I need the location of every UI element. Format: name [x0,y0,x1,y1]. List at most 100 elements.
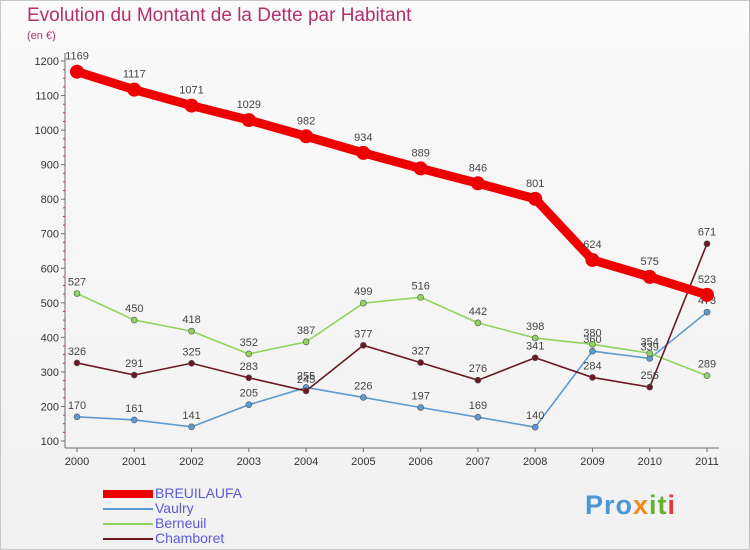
x-tick-label: 2009 [580,456,604,468]
data-point-chamboret [130,371,138,379]
series-line-breuilaufa [72,67,712,300]
data-point-breuilaufa [70,64,84,79]
data-label-vaulry: 140 [526,410,544,422]
legend-swatch [103,490,153,498]
data-point-chamboret [245,374,253,382]
x-tick-label: 2005 [351,456,375,468]
data-label-breuilaufa: 846 [469,162,487,174]
y-tick-label: 500 [41,298,59,310]
x-tick-label: 2000 [65,456,89,468]
x-tick-label: 2002 [179,456,203,468]
data-point-berneuil [188,327,195,335]
y-tick-label: 200 [41,401,59,413]
data-label-chamboret: 284 [583,360,601,372]
data-label-vaulry: 197 [411,390,429,402]
data-point-vaulry [188,423,195,431]
data-point-chamboret [531,354,539,362]
data-label-breuilaufa: 801 [526,178,544,190]
data-label-chamboret: 327 [411,346,429,358]
legend-label: Vaulry [155,500,194,516]
logo-part-2: x [633,490,650,520]
data-label-chamboret: 377 [354,328,372,340]
data-label-chamboret: 276 [469,363,487,375]
data-point-vaulry [245,401,253,409]
data-label-breuilaufa: 1071 [179,85,203,97]
data-point-vaulry [360,394,367,401]
data-point-chamboret [73,359,81,367]
proxiti-logo: Proxiti [585,490,676,521]
data-label-berneuil: 499 [354,286,372,298]
data-point-berneuil [302,338,310,346]
series-line-berneuil [76,292,708,377]
logo-part-1: Pro [585,490,634,520]
data-point-chamboret [589,374,596,381]
data-point-berneuil [646,349,654,357]
data-point-vaulry [531,423,539,431]
data-label-chamboret: 283 [240,361,258,373]
data-point-chamboret [302,387,310,395]
data-point-vaulry [417,404,424,411]
data-point-chamboret [188,359,195,367]
data-label-chamboret: 325 [182,346,200,358]
x-tick-label: 2001 [122,456,146,468]
data-label-breuilaufa: 934 [354,132,372,144]
data-point-breuilaufa [700,287,714,302]
data-point-vaulry [703,308,711,316]
data-label-breuilaufa: 575 [641,256,659,268]
data-point-vaulry [130,416,138,424]
y-tick-label: 400 [41,332,59,344]
x-tick-label: 2006 [408,456,432,468]
chart-subtitle: (en €) [27,30,56,42]
data-point-breuilaufa [299,129,314,144]
x-tick-label: 2004 [294,456,318,468]
y-tick-label: 100 [41,436,59,448]
data-label-vaulry: 161 [125,403,143,415]
x-tick-label: 2003 [237,456,261,468]
data-point-vaulry [589,347,596,355]
data-label-vaulry: 339 [641,341,659,353]
data-label-chamboret: 245 [297,374,315,386]
data-label-chamboret: 291 [125,358,143,370]
data-point-berneuil [130,316,138,324]
data-point-berneuil [245,350,253,358]
logo-part-4: i [667,490,677,520]
data-label-vaulry: 141 [182,410,200,422]
data-label-berneuil: 380 [583,327,601,339]
data-label-vaulry: 205 [240,388,258,400]
data-point-vaulry [474,413,482,421]
x-tick-label: 2011 [695,456,719,468]
data-point-chamboret [417,359,424,366]
data-label-berneuil: 387 [297,325,315,337]
series-line-vaulry [76,311,708,428]
data-label-breuilaufa: 1169 [65,51,89,63]
data-label-breuilaufa: 624 [583,239,601,251]
data-label-berneuil: 352 [240,337,258,349]
data-label-berneuil: 450 [125,303,143,315]
data-label-berneuil: 418 [182,314,200,326]
data-point-berneuil [417,293,424,301]
legend-swatch [103,523,153,525]
chart-title: Evolution du Montant de la Dette par Hab… [27,5,412,26]
data-point-berneuil [73,290,81,297]
data-label-berneuil: 398 [526,321,544,333]
data-label-berneuil: 354 [641,336,659,348]
data-point-chamboret [646,383,654,391]
data-point-breuilaufa [127,82,142,97]
data-label-breuilaufa: 889 [411,147,429,159]
data-point-breuilaufa [356,145,371,160]
data-point-berneuil [531,334,539,342]
y-tick-label: 300 [41,367,59,379]
data-point-chamboret [360,342,367,349]
data-point-breuilaufa [585,252,600,267]
data-label-berneuil: 527 [68,276,86,288]
data-label-breuilaufa: 982 [297,115,315,127]
data-point-vaulry [73,413,81,421]
data-label-chamboret: 341 [526,341,544,353]
x-tick-label: 2010 [637,456,661,468]
data-label-berneuil: 289 [698,359,716,371]
y-tick-label: 1200 [35,56,59,68]
y-tick-label: 900 [41,160,59,172]
data-point-breuilaufa [528,191,543,206]
legend-label: Berneuil [155,515,207,531]
